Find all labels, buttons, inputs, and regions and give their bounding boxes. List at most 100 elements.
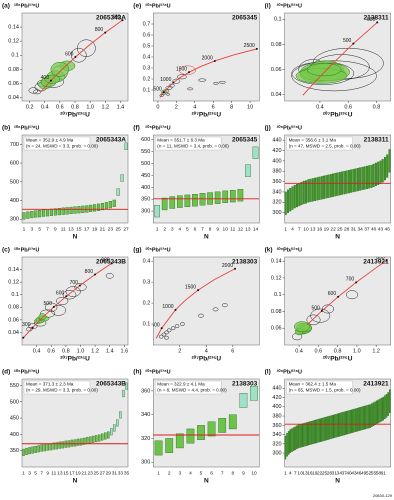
x-tick-label: 0.4 <box>33 348 41 354</box>
sample-title: 2065345 <box>232 137 258 144</box>
plot-content <box>22 382 128 456</box>
x-tick-label: 0 <box>156 104 159 110</box>
age-bar <box>307 421 309 446</box>
y-tick-label: 500 <box>141 161 150 167</box>
annotation: Mean = 362.4 ± 1.5 Ma <box>289 382 337 387</box>
x-tick-label: 0.8 <box>373 104 381 110</box>
y-tick-label: 440 <box>272 386 281 392</box>
age-bar <box>298 182 301 207</box>
y-tick-label: 400 <box>272 158 281 164</box>
age-label: 1500 <box>185 284 196 290</box>
age-bar <box>345 411 347 435</box>
x-tick-label: 25 <box>94 470 100 476</box>
x-tick-label: 2 <box>168 470 171 476</box>
error-ellipse <box>50 305 67 316</box>
panel-label: (g) <box>133 247 141 254</box>
age-bar <box>26 211 30 219</box>
age-bar <box>88 436 92 444</box>
x-tick-label: 7 <box>201 226 204 232</box>
age-label: 600 <box>328 291 337 297</box>
age-bar <box>291 186 294 210</box>
age-marker <box>255 47 258 50</box>
x-tick-label: 49 <box>361 470 367 476</box>
age-bar <box>113 424 116 432</box>
y-tick-label: 380 <box>272 414 281 420</box>
age-bar <box>325 416 327 441</box>
age-bar <box>366 405 368 429</box>
age-bar <box>294 426 296 451</box>
x-tick-label: 58 <box>376 470 382 476</box>
age-bar <box>42 209 46 217</box>
age-bar <box>388 149 391 173</box>
x-tick-label: 10 <box>297 470 303 476</box>
age-bar <box>297 424 300 449</box>
age-marker <box>174 308 177 311</box>
x-tick-label: 19 <box>75 470 81 476</box>
error-ellipse <box>321 304 334 314</box>
age-bar <box>119 411 122 419</box>
x-tick-label: 15 <box>63 470 69 476</box>
y-tick-label: 0.4 <box>143 54 151 60</box>
plot-content: 500 1000 1500 2000 2500 <box>153 43 258 98</box>
age-bar <box>214 191 221 204</box>
panel-label: (l) <box>265 369 271 376</box>
age-marker <box>197 289 200 292</box>
x-tick-label: 1.0 <box>86 104 94 110</box>
panel-label: (d) <box>2 369 10 376</box>
y-axis-label: ²⁰⁶Pb/²³⁸U <box>145 368 170 375</box>
age-bar <box>372 402 375 426</box>
age-bar <box>38 210 42 218</box>
y-tick-label: 360 <box>272 423 281 429</box>
x-tick-label: 13 <box>310 226 316 232</box>
y-tick-label: 0.4 <box>143 259 151 265</box>
plot-area <box>21 256 129 346</box>
age-bar <box>245 164 251 177</box>
age-label: 2500 <box>244 43 255 49</box>
x-axis-label: ²⁰⁷Pb/²³⁵U <box>323 111 353 119</box>
age-bar <box>300 423 303 448</box>
error-ellipse <box>218 80 226 84</box>
x-tick-label: 3 <box>171 226 174 232</box>
x-tick-label: 1 <box>157 470 160 476</box>
sample-title: 2138311 <box>364 137 389 144</box>
y-tick-label: 320 <box>141 436 150 442</box>
error-ellipse <box>293 321 310 332</box>
age-bar <box>352 168 355 193</box>
plot-content <box>284 149 391 215</box>
age-bar <box>218 418 227 433</box>
age-marker <box>104 31 107 34</box>
x-axis-label: ²⁰⁷Pb/²³⁵U <box>191 355 221 363</box>
sample-title: 2138303 <box>232 381 258 388</box>
x-tick-label: 3 <box>30 226 33 232</box>
y-tick-label: 0.1 <box>274 292 282 298</box>
annotation-box <box>23 136 91 151</box>
age-bar <box>125 382 128 390</box>
y-tick-label: 0.1 <box>143 87 151 93</box>
x-tick-label: 0.6 <box>344 104 352 110</box>
x-axis-label: ²⁰⁷Pb/²³⁵U <box>60 355 90 363</box>
age-bar <box>58 441 62 449</box>
age-bar <box>284 435 287 460</box>
age-bar <box>362 406 365 430</box>
y-tick-label: 450 <box>141 173 150 179</box>
x-tick-label: 21 <box>100 226 106 232</box>
x-tick-label: 6 <box>231 348 234 354</box>
x-axis-label: ²⁰⁷Pb/²³⁵U <box>323 355 353 363</box>
age-label: 600 <box>56 291 65 297</box>
age-bar <box>34 445 37 453</box>
x-tick-label: 9 <box>46 470 49 476</box>
age-bar <box>361 166 364 191</box>
x-tick-label: 3 <box>178 470 181 476</box>
age-label: 300 <box>22 322 31 328</box>
age-bar <box>335 414 337 438</box>
error-ellipse <box>198 78 207 82</box>
concordia-curve <box>302 22 378 96</box>
plot-content <box>153 146 260 218</box>
age-bar <box>351 409 354 433</box>
age-bar <box>186 428 195 444</box>
age-bar <box>175 433 184 449</box>
age-bar <box>307 179 310 203</box>
x-axis-label: N <box>73 478 78 485</box>
age-marker <box>234 267 237 270</box>
age-label: 800 <box>85 269 94 275</box>
